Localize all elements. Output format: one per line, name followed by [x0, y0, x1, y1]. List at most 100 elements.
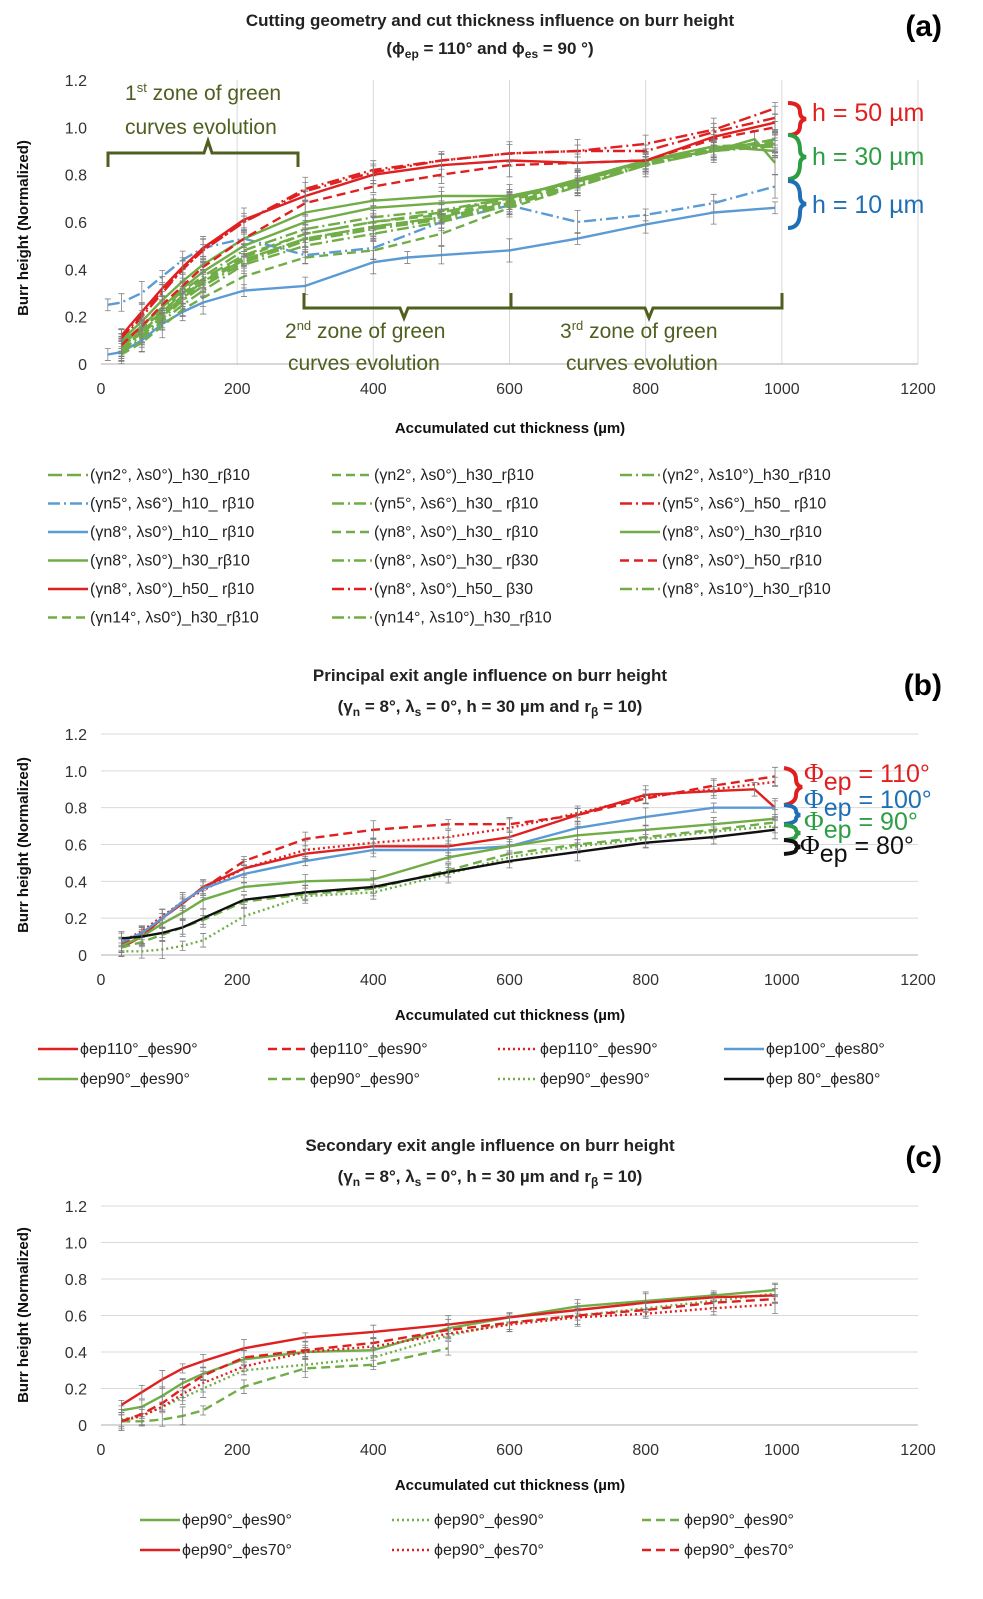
error-bar [710, 829, 717, 845]
panel-c-chart: Secondary exit angle influence on burr h… [15, 1136, 942, 1559]
error-bar [445, 1341, 452, 1356]
legend-label: (γn8°, λs0°)_h30_rβ10 [90, 553, 250, 570]
panel-b-ylabel: Burr height (Normalized) [15, 757, 32, 933]
error-bar [772, 105, 779, 130]
legend-label: (γn5°, λs6°)_h10_ rβ10 [90, 496, 254, 513]
error-bar [574, 808, 581, 819]
zone2-brace [302, 293, 513, 323]
legend-item: (γn5°, λs6°)_h50_ rβ10 [620, 496, 826, 513]
error-bar [302, 215, 309, 229]
error-bar [370, 217, 377, 242]
error-bar [302, 182, 309, 201]
h30-brace [787, 133, 807, 181]
error-bar [370, 877, 377, 897]
panel-b-subtitle: (γn = 8°, λs = 0°, h = 30 µm and rβ = 10… [338, 697, 643, 719]
panel-c-xlabel: Accumulated cut thickness (µm) [395, 1477, 625, 1494]
legend-item: (γn8°, λs0°)_h30_ rβ30 [332, 553, 538, 570]
panel-c-legend: ϕep90°_ϕes90° ϕep90°_ϕes90° ϕep90°_ϕes90° ϕ… [140, 1512, 794, 1559]
legend-item: (γn5°, λs6°)_h30_ rβ10 [332, 496, 538, 513]
legend-item: ϕep90°_ϕes90° [268, 1071, 420, 1088]
error-bar [404, 251, 411, 264]
error-bar [159, 310, 166, 323]
error-bar [370, 1359, 377, 1370]
error-bar [445, 867, 452, 878]
x-tick-label: 0 [97, 972, 106, 989]
legend-label: ϕep110°_ϕes90° [310, 1041, 428, 1058]
error-bar [370, 241, 377, 260]
panel-b-label: (b) [904, 669, 942, 702]
panel-b-chart: Principal exit angle influence on burr h… [15, 666, 942, 1088]
error-bar [574, 172, 581, 197]
legend-item: (γn8°, λs0°)_h10_ rβ10 [48, 524, 254, 541]
zone3-label-line1: 3rd zone of green [560, 318, 718, 343]
x-tick-label: 1200 [900, 381, 936, 398]
legend-label: ϕep90°_ϕes90° [310, 1071, 420, 1088]
legend-item: ϕep110°_ϕes90° [268, 1041, 428, 1058]
error-bar [642, 215, 649, 234]
panel-c-label: (c) [905, 1141, 942, 1174]
legend-item: (γn8°, λs0°)_h30_rβ10 [48, 553, 250, 570]
legend-item: ϕep90°_ϕes70° [642, 1542, 794, 1559]
zone2-label-line2: curves evolution [288, 352, 440, 375]
y-tick-label: 0.2 [65, 310, 87, 327]
error-bar [302, 885, 309, 900]
legend-label: ϕep90°_ϕes70° [684, 1542, 794, 1559]
legend-label: ϕep 80°_ϕes80° [766, 1071, 880, 1088]
series-line [120, 121, 776, 337]
error-bar [179, 1363, 186, 1374]
error-bar [240, 906, 247, 926]
x-tick-label: 800 [632, 381, 659, 398]
x-tick-label: 600 [496, 381, 523, 398]
series-6 [118, 102, 779, 353]
series-line [120, 138, 776, 347]
error-bar [642, 789, 649, 804]
y-tick-label: 0.4 [65, 874, 87, 891]
panel-c-subtitle: (γn = 8°, λs = 0°, h = 30 µm and rβ = 10… [338, 1167, 643, 1189]
series-line [107, 206, 776, 356]
y-tick-label: 1.0 [65, 764, 87, 781]
x-tick-label: 600 [496, 1442, 523, 1459]
panel-a-ylabel: Burr height (Normalized) [15, 140, 32, 316]
legend-item: ϕep110°_ϕes90° [38, 1041, 198, 1058]
error-bar [240, 1379, 247, 1394]
series-line [121, 821, 776, 949]
y-tick-label: 0 [78, 948, 87, 965]
legend-label: ϕep90°_ϕes90° [80, 1071, 190, 1088]
legend-item: (γn2°, λs0°)_h30_rβ10 [332, 467, 534, 484]
legend-label: (γn5°, λs6°)_h30_ rβ10 [374, 496, 538, 513]
error-bar [200, 1353, 207, 1369]
phi100-brace [783, 803, 801, 826]
zone1-label-line2: curves evolution [125, 116, 277, 139]
legend-item: ϕep100°_ϕes80° [724, 1041, 885, 1058]
error-bar [506, 144, 513, 163]
x-tick-label: 200 [224, 381, 251, 398]
error-bar [118, 946, 125, 957]
y-tick-label: 0 [78, 1418, 87, 1435]
legend-label: (γn8°, λs0°)_h50_ β30 [374, 581, 533, 598]
series-line [120, 1297, 776, 1423]
error-bar [574, 232, 581, 245]
error-bar [179, 940, 186, 951]
legend-item: (γn14°, λs10°)_h30_rβ10 [332, 610, 552, 627]
legend-label: (γn14°, λs0°)_h30_rβ10 [90, 610, 259, 627]
legend-item: ϕep90°_ϕes70° [140, 1542, 292, 1559]
series-14 [118, 105, 779, 348]
error-bar [772, 820, 779, 840]
error-bar [506, 853, 513, 869]
error-bar [240, 894, 247, 905]
error-bar [138, 281, 145, 305]
error-bar [506, 238, 513, 263]
zone3-brace [509, 293, 784, 323]
legend-label: (γn2°, λs0°)_h30_rβ10 [90, 467, 250, 484]
error-bar [506, 193, 513, 213]
y-tick-label: 1.0 [65, 1236, 87, 1253]
legend-label: ϕep90°_ϕes70° [434, 1542, 544, 1559]
error-bar [772, 131, 779, 156]
error-bar [710, 1293, 717, 1313]
legend-label: (γn8°, λs0°)_h30_rβ10 [662, 524, 822, 541]
phi80-label: Φep = 80° [800, 830, 914, 868]
error-bar [200, 238, 207, 263]
error-bar [445, 852, 452, 863]
error-bar [642, 837, 649, 848]
error-bar [574, 139, 581, 163]
